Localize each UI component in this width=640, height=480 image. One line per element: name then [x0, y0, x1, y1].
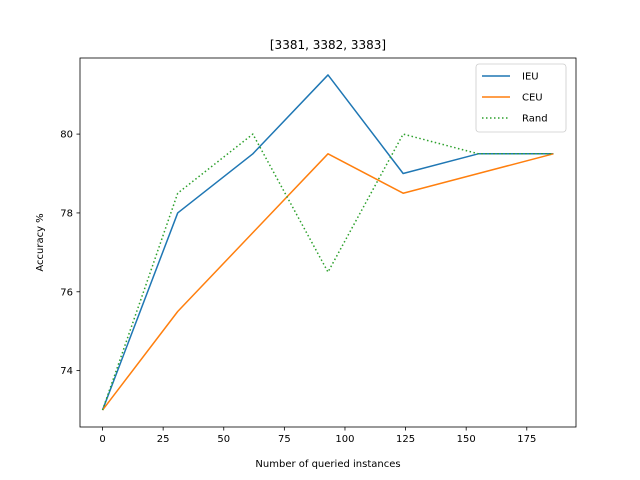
legend-label-ieu: IEU — [522, 72, 539, 83]
legend-label-rand: Rand — [522, 114, 548, 125]
x-axis-label: Number of queried instances — [255, 459, 400, 470]
x-tick-label: 0 — [99, 434, 105, 445]
plot-frame — [79, 57, 577, 428]
x-tick-label: 125 — [396, 434, 415, 445]
x-tick-label: 25 — [157, 434, 170, 445]
y-tick-label: 78 — [60, 208, 73, 219]
y-tick-label: 80 — [60, 130, 73, 141]
series-line-ceu — [101, 153, 554, 411]
x-tick-label: 100 — [335, 434, 354, 445]
x-tick-label: 150 — [457, 434, 476, 445]
y-tick-label: 76 — [60, 287, 73, 298]
y-tick-label: 74 — [60, 366, 73, 377]
series-line-rand — [101, 133, 554, 411]
x-tick-label: 50 — [217, 434, 230, 445]
y-axis-label: Accuracy % — [35, 213, 46, 271]
x-tick-label: 175 — [517, 434, 536, 445]
chart-title: [3381, 3382, 3383] — [270, 38, 386, 52]
x-tick-label: 75 — [278, 434, 291, 445]
legend: IEU CEU Rand — [475, 63, 567, 133]
legend-label-ceu: CEU — [522, 93, 543, 104]
legend-box — [475, 63, 567, 133]
